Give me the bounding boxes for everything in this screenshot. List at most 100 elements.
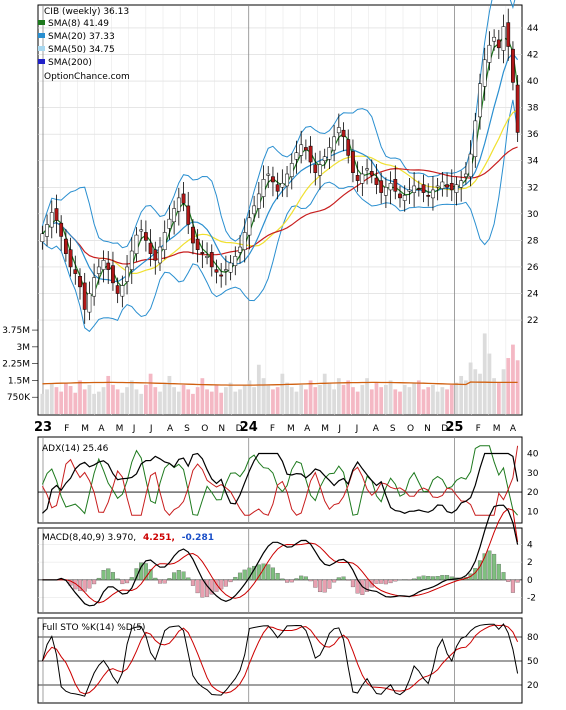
macd-histogram-bar bbox=[200, 580, 204, 597]
candle bbox=[300, 145, 303, 156]
adx-tick-label: 20 bbox=[527, 488, 539, 498]
macd-title-text: MACD(8,40,9) 3.970, bbox=[42, 533, 136, 543]
candle bbox=[398, 194, 401, 198]
volume-bar bbox=[426, 387, 430, 414]
macd-histogram-bar bbox=[153, 578, 157, 580]
candle bbox=[290, 163, 293, 176]
volume-bar bbox=[412, 383, 416, 414]
macd-histogram-bar bbox=[229, 580, 233, 582]
candle bbox=[422, 185, 425, 193]
volume-bar bbox=[328, 383, 332, 414]
candle bbox=[276, 185, 279, 192]
volume-bar bbox=[332, 389, 336, 414]
volume-bar bbox=[389, 380, 393, 414]
legend-swatch-sma8 bbox=[38, 20, 45, 25]
candle bbox=[492, 37, 495, 41]
price-tick-label: 40 bbox=[527, 77, 539, 87]
macd-histogram-bar bbox=[351, 580, 355, 587]
candle bbox=[460, 181, 463, 188]
candle bbox=[158, 247, 161, 263]
x-tick-label: J bbox=[355, 424, 359, 434]
macd-histogram-bar bbox=[120, 580, 124, 584]
volume-bar bbox=[78, 380, 82, 414]
volume-bar bbox=[73, 393, 77, 414]
macd-tick-label: 2 bbox=[527, 558, 533, 568]
macd-histogram-bar bbox=[436, 576, 440, 580]
macd-histogram-bar bbox=[172, 573, 176, 580]
x-tick-label: S bbox=[390, 424, 396, 434]
candle bbox=[502, 27, 505, 51]
volume-bar bbox=[422, 389, 426, 414]
candle bbox=[83, 283, 86, 310]
macd-histogram-bar bbox=[342, 577, 346, 580]
candle bbox=[41, 234, 44, 242]
volume-bar bbox=[144, 385, 148, 414]
candle bbox=[88, 294, 91, 313]
macd-histogram-bar bbox=[313, 580, 317, 588]
candle bbox=[309, 146, 312, 162]
candle bbox=[248, 218, 251, 235]
candle bbox=[384, 187, 387, 195]
volume-bar bbox=[59, 392, 63, 414]
candle bbox=[347, 139, 350, 155]
candle bbox=[210, 252, 213, 267]
macd-histogram-bar bbox=[88, 580, 92, 588]
candle bbox=[224, 270, 227, 271]
volume-bar bbox=[398, 392, 402, 414]
x-tick-label: F bbox=[476, 424, 481, 434]
volume-bar bbox=[238, 389, 242, 414]
candle bbox=[172, 209, 175, 222]
candle bbox=[55, 209, 58, 221]
x-tick-label: 24 bbox=[240, 420, 258, 435]
volume-bar bbox=[177, 392, 181, 414]
candle bbox=[483, 60, 486, 87]
macd-histogram-bar bbox=[492, 554, 496, 580]
legend-sma200: SMA(200) bbox=[48, 58, 92, 68]
volume-bar bbox=[478, 374, 482, 414]
volume-bar bbox=[360, 385, 364, 414]
price-tick-label: 22 bbox=[527, 316, 538, 326]
macd-histogram-bar bbox=[224, 580, 228, 587]
macd-title: MACD(8,40,9) 3.970, 4.251, -0.281 bbox=[42, 533, 214, 543]
candle bbox=[507, 23, 510, 47]
legend-sma20: SMA(20) 37.33 bbox=[48, 32, 115, 42]
macd-histogram-bar bbox=[511, 580, 515, 593]
volume-bar bbox=[153, 387, 157, 414]
candle bbox=[154, 250, 157, 261]
x-tick-label: M bbox=[81, 424, 89, 434]
volume-bar bbox=[473, 369, 477, 414]
price-tick-label: 24 bbox=[527, 290, 539, 300]
candle bbox=[187, 206, 190, 225]
macd-histogram-bar bbox=[276, 573, 280, 580]
candle bbox=[450, 183, 453, 190]
volume-bar bbox=[436, 392, 440, 414]
candle bbox=[107, 263, 110, 270]
sto-title: Full STO %K(14) %D(5) bbox=[42, 623, 145, 633]
volume-bar bbox=[285, 383, 289, 414]
price-tick-label: 44 bbox=[527, 24, 539, 34]
volume-bar bbox=[370, 389, 374, 414]
volume-bar bbox=[323, 374, 327, 414]
volume-bar bbox=[464, 380, 468, 414]
candle bbox=[144, 232, 147, 240]
chart-title: CIB (weekly) 36.13 bbox=[44, 7, 129, 17]
sto-tick-label: 80 bbox=[527, 633, 539, 643]
candle bbox=[427, 195, 430, 196]
volume-bar bbox=[511, 345, 515, 414]
candle bbox=[182, 194, 185, 203]
macd-histogram-bar bbox=[328, 580, 332, 589]
volume-bar bbox=[290, 387, 294, 414]
volume-bar bbox=[83, 389, 87, 414]
candle bbox=[441, 182, 444, 189]
volume-bar bbox=[149, 374, 153, 414]
volume-bar bbox=[125, 387, 129, 414]
legend-sma8: SMA(8) 41.49 bbox=[48, 19, 109, 29]
macd-histogram-bar bbox=[233, 577, 237, 580]
volume-bar bbox=[440, 387, 444, 414]
candle bbox=[389, 183, 392, 190]
macd-histogram-bar bbox=[440, 575, 444, 580]
macd-histogram-bar bbox=[83, 580, 87, 591]
volume-bar bbox=[459, 376, 463, 414]
volume-bar bbox=[257, 365, 261, 414]
